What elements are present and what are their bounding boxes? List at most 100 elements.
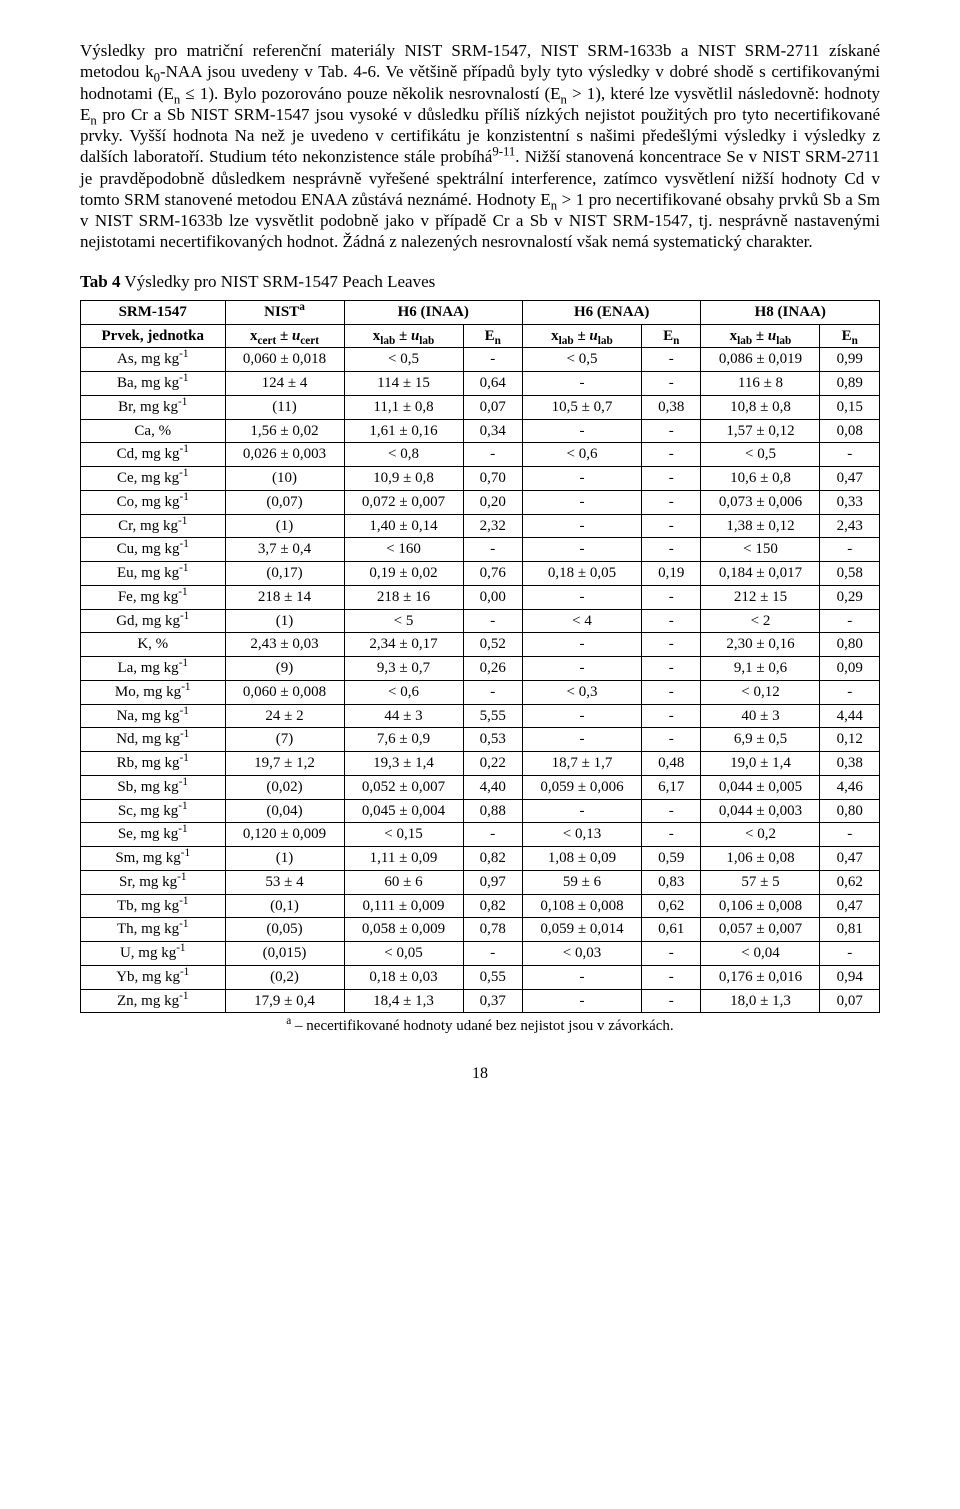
data-cell: -: [522, 467, 641, 491]
data-cell: 0,086 ± 0,019: [701, 348, 820, 372]
table-row: Cr, mg kg-1(1)1,40 ± 0,142,32--1,38 ± 0,…: [81, 514, 880, 538]
table-row: Tb, mg kg-1(0,1)0,111 ± 0,0090,820,108 ±…: [81, 894, 880, 918]
data-cell: < 0,5: [522, 348, 641, 372]
data-cell: 0,07: [463, 395, 522, 419]
row-label-cell: Sc, mg kg-1: [81, 799, 226, 823]
data-cell: 0,83: [641, 870, 700, 894]
data-cell: -: [522, 657, 641, 681]
data-cell: -: [641, 989, 700, 1013]
row-label-cell: Ba, mg kg-1: [81, 372, 226, 396]
data-cell: 0,19: [641, 562, 700, 586]
table-row: Ba, mg kg-1124 ± 4114 ± 150,64--116 ± 80…: [81, 372, 880, 396]
data-cell: 9,3 ± 0,7: [344, 657, 463, 681]
data-cell: 4,46: [820, 775, 880, 799]
table-subheader-cell: En: [820, 324, 880, 348]
data-cell: -: [463, 443, 522, 467]
data-cell: (1): [225, 514, 344, 538]
data-cell: < 0,12: [701, 680, 820, 704]
row-label-cell: Se, mg kg-1: [81, 823, 226, 847]
row-label-cell: Ce, mg kg-1: [81, 467, 226, 491]
row-label-cell: Sr, mg kg-1: [81, 870, 226, 894]
table-row: Yb, mg kg-1(0,2)0,18 ± 0,030,55--0,176 ±…: [81, 965, 880, 989]
data-cell: 2,30 ± 0,16: [701, 633, 820, 657]
data-cell: < 0,5: [701, 443, 820, 467]
data-cell: 0,48: [641, 752, 700, 776]
data-cell: 19,0 ± 1,4: [701, 752, 820, 776]
data-cell: 0,53: [463, 728, 522, 752]
data-cell: 0,108 ± 0,008: [522, 894, 641, 918]
data-cell: 0,18 ± 0,03: [344, 965, 463, 989]
data-cell: -: [641, 538, 700, 562]
data-cell: -: [522, 799, 641, 823]
data-cell: 0,184 ± 0,017: [701, 562, 820, 586]
row-label-cell: Zn, mg kg-1: [81, 989, 226, 1013]
data-cell: 0,18 ± 0,05: [522, 562, 641, 586]
data-cell: 0,176 ± 0,016: [701, 965, 820, 989]
data-cell: 0,044 ± 0,003: [701, 799, 820, 823]
data-cell: 6,17: [641, 775, 700, 799]
data-cell: 4,40: [463, 775, 522, 799]
table-row: La, mg kg-1(9)9,3 ± 0,70,26--9,1 ± 0,60,…: [81, 657, 880, 681]
data-cell: -: [641, 728, 700, 752]
data-cell: < 0,8: [344, 443, 463, 467]
data-cell: 0,060 ± 0,008: [225, 680, 344, 704]
table-row: Zn, mg kg-117,9 ± 0,418,4 ± 1,30,37--18,…: [81, 989, 880, 1013]
data-cell: 0,19 ± 0,02: [344, 562, 463, 586]
data-cell: < 0,03: [522, 942, 641, 966]
data-cell: 4,44: [820, 704, 880, 728]
data-cell: < 0,13: [522, 823, 641, 847]
data-cell: (0,1): [225, 894, 344, 918]
data-cell: 2,34 ± 0,17: [344, 633, 463, 657]
table-row: As, mg kg-10,060 ± 0,018< 0,5-< 0,5-0,08…: [81, 348, 880, 372]
body-paragraph: Výsledky pro matriční referenční materiá…: [80, 40, 880, 253]
data-cell: 0,059 ± 0,014: [522, 918, 641, 942]
data-cell: -: [641, 443, 700, 467]
data-cell: -: [820, 538, 880, 562]
data-cell: -: [641, 585, 700, 609]
data-cell: 0,111 ± 0,009: [344, 894, 463, 918]
data-cell: 0,057 ± 0,007: [701, 918, 820, 942]
data-cell: -: [522, 633, 641, 657]
data-cell: 0,52: [463, 633, 522, 657]
data-cell: (0,2): [225, 965, 344, 989]
data-cell: < 0,6: [344, 680, 463, 704]
table-row: Br, mg kg-1(11)11,1 ± 0,80,0710,5 ± 0,70…: [81, 395, 880, 419]
data-cell: 0,15: [820, 395, 880, 419]
data-cell: < 5: [344, 609, 463, 633]
data-cell: 0,47: [820, 894, 880, 918]
data-cell: 0,07: [820, 989, 880, 1013]
table-caption: Tab 4 Výsledky pro NIST SRM-1547 Peach L…: [80, 271, 880, 292]
data-cell: 1,11 ± 0,09: [344, 847, 463, 871]
data-cell: 0,106 ± 0,008: [701, 894, 820, 918]
data-cell: < 0,04: [701, 942, 820, 966]
data-cell: -: [820, 942, 880, 966]
page-number: 18: [80, 1064, 880, 1084]
data-cell: < 2: [701, 609, 820, 633]
data-cell: -: [641, 823, 700, 847]
page: Výsledky pro matriční referenční materiá…: [0, 0, 960, 1124]
row-label-cell: Nd, mg kg-1: [81, 728, 226, 752]
row-label-cell: Co, mg kg-1: [81, 490, 226, 514]
data-cell: 19,3 ± 1,4: [344, 752, 463, 776]
data-cell: -: [641, 609, 700, 633]
data-cell: (1): [225, 609, 344, 633]
data-cell: 0,78: [463, 918, 522, 942]
data-cell: 7,6 ± 0,9: [344, 728, 463, 752]
data-cell: 0,38: [641, 395, 700, 419]
table-row: Co, mg kg-1(0,07)0,072 ± 0,0070,20--0,07…: [81, 490, 880, 514]
data-cell: (11): [225, 395, 344, 419]
data-cell: 0,47: [820, 467, 880, 491]
data-cell: 0,09: [820, 657, 880, 681]
data-cell: 53 ± 4: [225, 870, 344, 894]
table-subheader-cell: xcert ± ucert: [225, 324, 344, 348]
data-cell: -: [641, 965, 700, 989]
table-subheader-cell: En: [641, 324, 700, 348]
data-cell: 0,20: [463, 490, 522, 514]
data-cell: 0,70: [463, 467, 522, 491]
data-cell: 0,08: [820, 419, 880, 443]
table-caption-text: Výsledky pro NIST SRM-1547 Peach Leaves: [120, 272, 435, 291]
data-cell: -: [820, 823, 880, 847]
data-cell: 1,57 ± 0,12: [701, 419, 820, 443]
table-row: Nd, mg kg-1(7)7,6 ± 0,90,53--6,9 ± 0,50,…: [81, 728, 880, 752]
data-cell: (0,015): [225, 942, 344, 966]
